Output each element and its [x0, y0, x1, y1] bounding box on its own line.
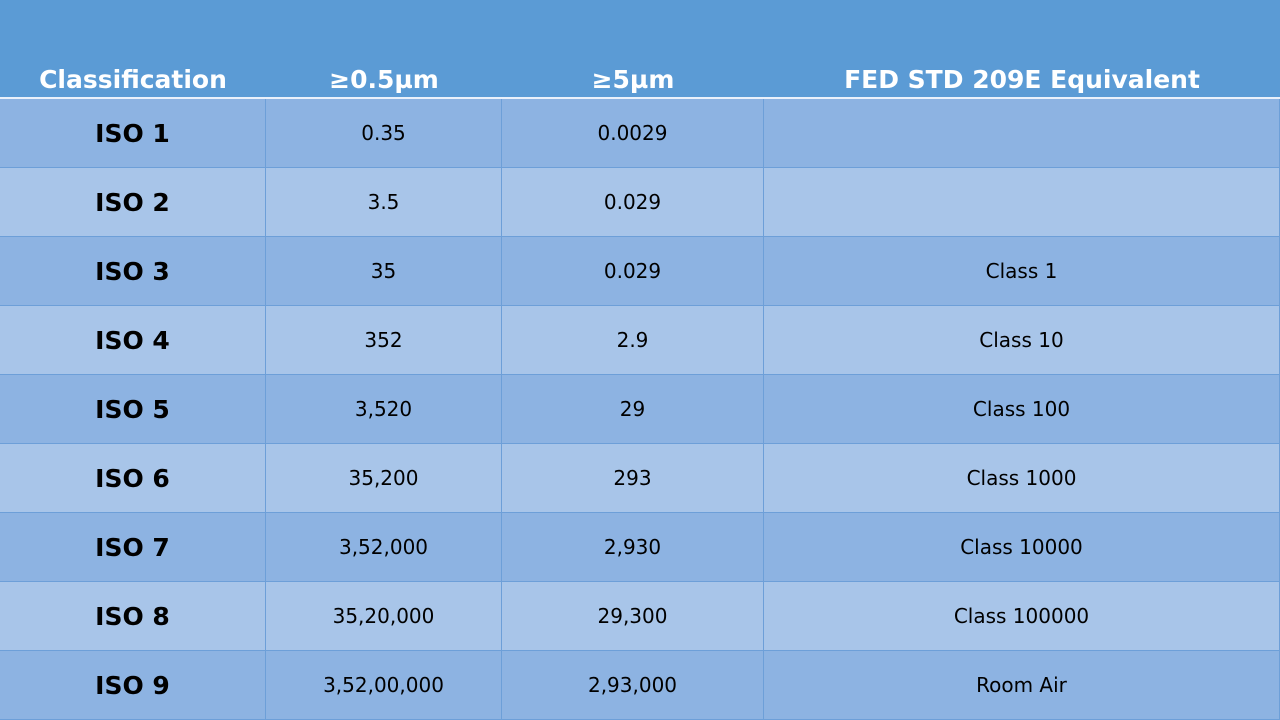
table-cell: 293	[502, 444, 764, 513]
table-cell: 29	[502, 375, 764, 444]
table-cell: 3,520	[266, 375, 502, 444]
table-cell: Class 10000	[764, 513, 1280, 582]
table-cell: 3.5	[266, 168, 502, 237]
row-label: ISO 2	[0, 168, 266, 237]
table-cell: 35,20,000	[266, 582, 502, 651]
row-label: ISO 9	[0, 651, 266, 720]
header-cell: FED STD 209E Equivalent	[844, 65, 1200, 94]
table-cell: Class 100	[764, 375, 1280, 444]
table-cell: 29,300	[502, 582, 764, 651]
row-label: ISO 1	[0, 99, 266, 168]
table-cell: Room Air	[764, 651, 1280, 720]
row-label: ISO 6	[0, 444, 266, 513]
row-label: ISO 7	[0, 513, 266, 582]
table-cell: 35	[266, 237, 502, 306]
header-cell: Classification	[39, 65, 227, 94]
table-cell	[764, 168, 1280, 237]
table-cell: 35,200	[266, 444, 502, 513]
table-cell: 0.029	[502, 168, 764, 237]
table-cell: 2,930	[502, 513, 764, 582]
table-cell: Class 10	[764, 306, 1280, 375]
table-cell: 0.0029	[502, 99, 764, 168]
row-label: ISO 4	[0, 306, 266, 375]
table-cell: 3,52,000	[266, 513, 502, 582]
table-cell	[764, 99, 1280, 168]
table-cell: 2.9	[502, 306, 764, 375]
row-label: ISO 5	[0, 375, 266, 444]
table-cell: 3,52,00,000	[266, 651, 502, 720]
table-cell: Class 1	[764, 237, 1280, 306]
table-cell: 0.35	[266, 99, 502, 168]
table-cell: Class 1000	[764, 444, 1280, 513]
header-cell: ≥0.5µm	[329, 65, 439, 94]
table-cell: 0.029	[502, 237, 764, 306]
table-cell: 2,93,000	[502, 651, 764, 720]
header-separator	[0, 97, 1280, 99]
table-cell: Class 100000	[764, 582, 1280, 651]
header-cell: ≥5µm	[591, 65, 675, 94]
row-label: ISO 8	[0, 582, 266, 651]
table-cell: 352	[266, 306, 502, 375]
row-label: ISO 3	[0, 237, 266, 306]
